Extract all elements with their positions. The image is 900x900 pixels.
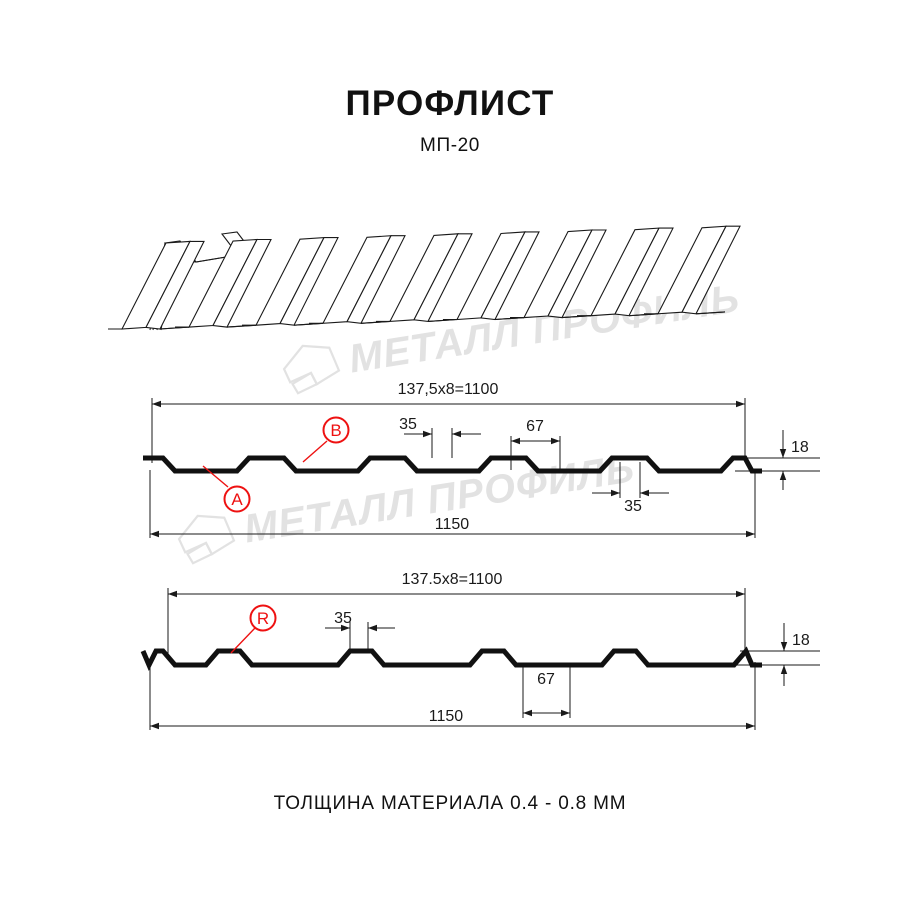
dim-label-height-1: 18: [791, 439, 809, 456]
profile-outline-top: [143, 455, 762, 474]
dim-label-rib-bottom-1: 35: [624, 498, 642, 515]
dim-rib-top-2: [325, 622, 395, 650]
dim-label-rib-top-2: 35: [334, 610, 352, 627]
cross-section-top: 137,5x8=1100 1150 35: [143, 381, 820, 538]
iso-rib-shapes: [108, 225, 741, 330]
watermark-logo-icon: [282, 344, 341, 395]
balloon-label-a: A: [231, 490, 243, 509]
dim-rib-bottom-1: [592, 462, 669, 498]
dim-valley-1: [510, 436, 561, 470]
dim-valley-2: [522, 664, 571, 718]
iso-rib: [695, 311, 726, 315]
watermark-text: МЕТАЛЛ ПРОФИЛЬ: [241, 446, 638, 551]
dim-overall-bottom-1: [149, 470, 756, 538]
dim-label-valley-1: 67: [526, 418, 544, 435]
dim-overall-top-2: [167, 588, 746, 660]
dim-label-height-2: 18: [792, 632, 810, 649]
dim-overall-bottom-2: [149, 662, 756, 730]
profile-outline-bottom: [140, 646, 762, 671]
cross-section-bottom: 137.5x8=1100 1150 35: [140, 571, 820, 730]
dim-overall-top-1: [151, 398, 746, 463]
dim-height-2: [730, 623, 820, 686]
dim-label-valley-2: 67: [537, 671, 555, 688]
dim-label-overall-bottom-2: 1150: [429, 708, 464, 725]
isometric-sheet-view: [108, 225, 741, 331]
material-thickness-note: ТОЛЩИНА МАТЕРИАЛА 0.4 - 0.8 ММ: [273, 793, 627, 814]
balloon-b: B: [302, 416, 350, 463]
balloon-label-r: R: [257, 609, 269, 628]
dim-label-overall-top-2: 137.5x8=1100: [402, 571, 503, 588]
dim-label-rib-top-1: 35: [399, 416, 417, 433]
balloon-r: R: [230, 604, 277, 654]
balloon-a: A: [202, 465, 251, 513]
dim-label-overall-top-1: 137,5x8=1100: [398, 381, 499, 398]
balloon-label-b: B: [330, 421, 341, 440]
dim-label-overall-bottom-1: 1150: [435, 516, 470, 533]
dim-rib-top-1: [404, 428, 481, 458]
watermark-logo-icon: [177, 514, 236, 565]
